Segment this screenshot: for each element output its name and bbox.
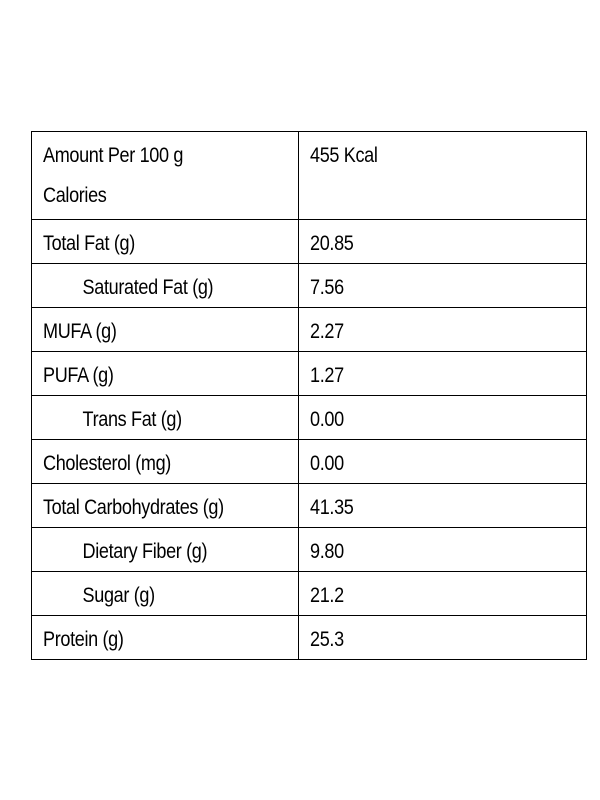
row-value: 20.85	[310, 232, 354, 255]
row-label: Sugar (g)	[82, 584, 156, 607]
amount-per-label: Amount Per 100 g	[43, 144, 184, 167]
row-value-cell: 7.56	[298, 263, 587, 308]
row-label: Trans Fat (g)	[82, 408, 183, 431]
row-value: 0.00	[310, 452, 344, 475]
row-label-cell: Saturated Fat (g)	[31, 263, 299, 308]
table-row: Sugar (g) 21.2	[31, 571, 587, 616]
row-label: Protein (g)	[43, 628, 124, 651]
row-label-cell: Protein (g)	[31, 615, 299, 660]
row-value-cell: 41.35	[298, 483, 587, 528]
row-value: 2.27	[310, 320, 344, 343]
table-row: PUFA (g) 1.27	[31, 351, 587, 396]
row-label: Dietary Fiber (g)	[82, 540, 208, 563]
row-value-cell: 9.80	[298, 527, 587, 572]
table-row: Dietary Fiber (g) 9.80	[31, 527, 587, 572]
row-value-cell: 2.27	[298, 307, 587, 352]
row-value: 7.56	[310, 276, 344, 299]
row-label: Total Carbohydrates (g)	[43, 496, 224, 519]
row-label-cell: Total Carbohydrates (g)	[31, 483, 299, 528]
header-value-cell: 455 Kcal	[298, 131, 587, 220]
table-row: Saturated Fat (g) 7.56	[31, 263, 587, 308]
table-header-row: Amount Per 100 g Calories 455 Kcal	[31, 131, 587, 220]
table-row: Total Carbohydrates (g) 41.35	[31, 483, 587, 528]
nutrition-table: Amount Per 100 g Calories 455 Kcal Total…	[31, 131, 587, 660]
calories-value: 455 Kcal	[310, 144, 378, 167]
table-row: MUFA (g) 2.27	[31, 307, 587, 352]
table-row: Protein (g) 25.3	[31, 615, 587, 660]
row-label-cell: Trans Fat (g)	[31, 395, 299, 440]
row-label-cell: PUFA (g)	[31, 351, 299, 396]
row-value: 25.3	[310, 628, 344, 651]
calories-label: Calories	[43, 184, 107, 207]
row-label: Cholesterol (mg)	[43, 452, 171, 475]
row-value-cell: 0.00	[298, 395, 587, 440]
row-value: 21.2	[310, 584, 344, 607]
row-value: 41.35	[310, 496, 354, 519]
row-label-cell: Total Fat (g)	[31, 219, 299, 264]
row-label: Total Fat (g)	[43, 232, 135, 255]
row-value: 0.00	[310, 408, 344, 431]
row-value: 9.80	[310, 540, 344, 563]
row-label: PUFA (g)	[43, 364, 114, 387]
row-value-cell: 1.27	[298, 351, 587, 396]
row-label-cell: Cholesterol (mg)	[31, 439, 299, 484]
row-value-cell: 25.3	[298, 615, 587, 660]
row-label: MUFA (g)	[43, 320, 117, 343]
row-label-cell: Dietary Fiber (g)	[31, 527, 299, 572]
table-row: Cholesterol (mg) 0.00	[31, 439, 587, 484]
header-label-cell: Amount Per 100 g Calories	[31, 131, 299, 220]
row-label-cell: MUFA (g)	[31, 307, 299, 352]
row-value-cell: 0.00	[298, 439, 587, 484]
row-value: 1.27	[310, 364, 344, 387]
table-row: Trans Fat (g) 0.00	[31, 395, 587, 440]
row-value-cell: 21.2	[298, 571, 587, 616]
row-value-cell: 20.85	[298, 219, 587, 264]
row-label-cell: Sugar (g)	[31, 571, 299, 616]
row-label: Saturated Fat (g)	[82, 276, 214, 299]
table-row: Total Fat (g) 20.85	[31, 219, 587, 264]
